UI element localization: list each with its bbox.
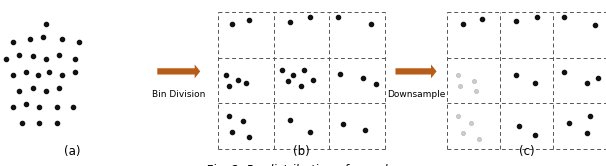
Text: (c): (c) [519, 145, 534, 158]
Text: Downsample: Downsample [387, 90, 445, 99]
Text: Fig. 2: Re-distribution of samples: Fig. 2: Re-distribution of samples [205, 164, 401, 166]
Text: (b): (b) [293, 145, 310, 158]
Text: (a): (a) [64, 145, 81, 158]
Text: Bin Division: Bin Division [152, 90, 205, 99]
